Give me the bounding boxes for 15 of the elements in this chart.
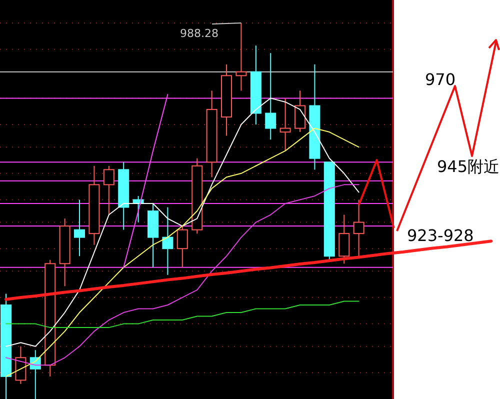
candlestick — [74, 199, 85, 257]
candlestick — [162, 206, 174, 276]
annotation: 923-928 — [407, 226, 474, 245]
annotation: 970 — [425, 70, 456, 89]
annotation: 945附近 — [437, 157, 500, 176]
candlestick — [338, 214, 350, 264]
candlestick — [176, 226, 188, 268]
candlestick — [353, 199, 364, 257]
annotation: 988.28 — [180, 27, 218, 40]
candlestick — [280, 98, 291, 152]
candlestick — [15, 346, 26, 384]
candlestick — [103, 165, 114, 216]
candlestick — [265, 52, 276, 140]
candlestick — [236, 22, 247, 92]
candlestick — [294, 90, 306, 133]
